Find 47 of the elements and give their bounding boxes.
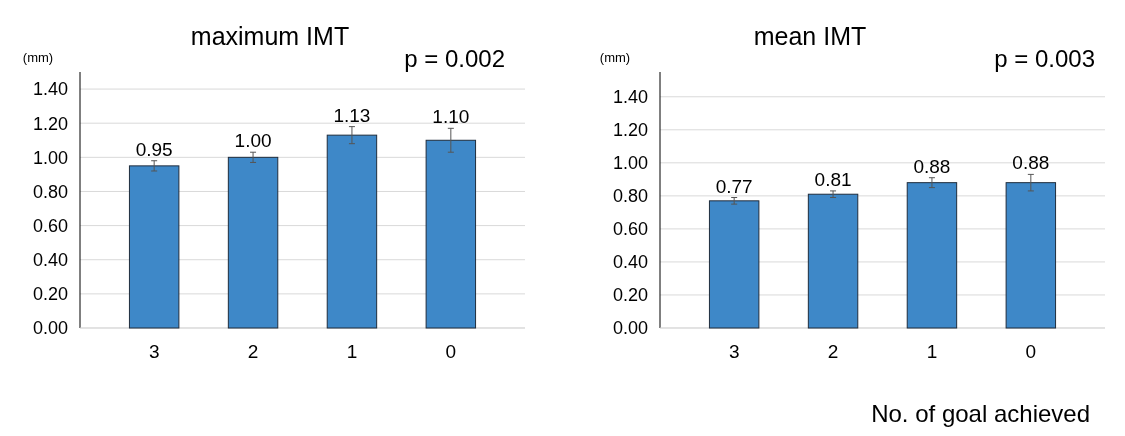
y-axis-title: (mm) (599, 50, 631, 65)
y-tick-label: 1.40 (612, 87, 648, 108)
data-label: 0.81 (814, 168, 852, 190)
y-tick-label: 0.00 (612, 318, 648, 339)
y-tick-label: 0.20 (612, 285, 648, 306)
y-tick-label: 1.00 (32, 147, 68, 168)
y-tick-label: 0.80 (612, 186, 648, 207)
data-label: 1.00 (234, 130, 272, 152)
chart-title: mean IMT (753, 22, 867, 50)
y-axis-title: (mm) (22, 50, 54, 65)
bar (227, 156, 279, 329)
chart-title: maximum IMT (190, 22, 350, 50)
x-tick-label: 2 (247, 341, 259, 362)
x-tick-label: 3 (148, 341, 160, 362)
bar (807, 193, 859, 329)
y-tick-label: 0.00 (32, 318, 68, 339)
bar (425, 139, 477, 329)
y-tick-label: 1.20 (612, 120, 648, 141)
y-tick-label: 1.00 (612, 153, 648, 174)
bar (128, 165, 180, 329)
y-tick-label: 1.40 (32, 79, 68, 100)
x-tick-label: 3 (728, 341, 740, 362)
x-tick-label: 1 (926, 341, 938, 362)
data-label: 1.10 (432, 106, 470, 128)
y-tick-label: 0.80 (32, 181, 68, 202)
y-tick-label: 0.20 (32, 284, 68, 305)
bar (906, 182, 958, 329)
bar (326, 134, 378, 329)
y-tick-label: 0.60 (32, 215, 68, 236)
x-tick-label: 0 (445, 341, 457, 362)
data-label: 0.77 (715, 175, 753, 197)
bar (708, 200, 760, 329)
y-tick-label: 0.60 (612, 219, 648, 240)
x-tick-label: 2 (827, 341, 839, 362)
y-tick-label: 0.40 (612, 252, 648, 273)
data-label: 0.88 (913, 155, 951, 177)
y-tick-label: 0.40 (32, 250, 68, 271)
bar (1005, 182, 1057, 329)
text: p = 0.002 (404, 45, 505, 72)
data-label: 0.95 (135, 138, 173, 160)
y-tick-label: 1.20 (32, 113, 68, 134)
annotation: p = 0.003 (994, 45, 1095, 72)
x-axis-title: No. of goal achieved (871, 400, 1090, 427)
data-label: 1.13 (333, 104, 371, 126)
data-label: 0.88 (1012, 152, 1050, 174)
x-tick-label: 0 (1025, 341, 1037, 362)
x-tick-label: 1 (346, 341, 358, 362)
